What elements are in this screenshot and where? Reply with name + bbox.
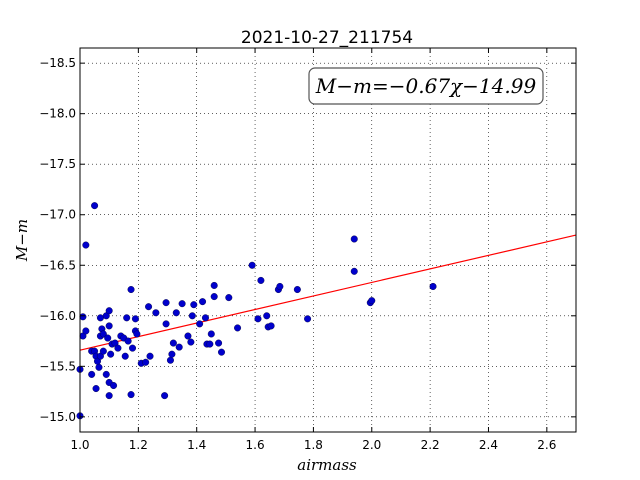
data-point: [104, 334, 112, 342]
x-tick-label: 1.0: [70, 438, 89, 452]
y-tick-label: −16.5: [39, 258, 76, 272]
data-point: [215, 339, 223, 347]
y-tick-label: −17.5: [39, 157, 76, 171]
data-point: [257, 276, 265, 284]
data-point: [105, 322, 113, 330]
chart-title: 2021-10-27_211754: [241, 28, 413, 48]
fit-line: [79, 234, 577, 351]
y-tick-label: −16.0: [39, 309, 76, 323]
data-point: [127, 391, 135, 399]
data-point: [169, 339, 177, 347]
data-point: [188, 312, 196, 320]
data-point: [123, 314, 131, 322]
data-point: [218, 348, 226, 356]
data-point: [201, 314, 209, 322]
data-point: [82, 327, 90, 335]
data-point: [142, 358, 150, 366]
data-point: [96, 314, 104, 322]
data-point: [172, 309, 180, 317]
data-point: [79, 313, 87, 321]
data-point: [293, 286, 301, 294]
x-axis-label: airmass: [297, 456, 357, 474]
annotation-text: M−m=−0.67χ−14.99: [315, 74, 537, 98]
data-point: [124, 337, 132, 345]
data-point: [105, 392, 113, 400]
fit-annotation: M−m=−0.67χ−14.99: [308, 67, 544, 105]
data-point: [88, 370, 96, 378]
y-tick-label: −18.0: [39, 107, 76, 121]
plot-frame: [79, 47, 577, 433]
y-axis-label: M−m: [13, 219, 31, 262]
data-point: [114, 344, 122, 352]
data-point: [210, 293, 218, 301]
data-point: [146, 352, 154, 360]
data-point: [102, 370, 110, 378]
data-point: [175, 343, 183, 351]
data-point: [95, 363, 103, 371]
data-point: [92, 385, 100, 393]
data-point: [82, 241, 90, 249]
data-point: [196, 320, 204, 328]
x-tick-label: 1.2: [129, 438, 148, 452]
data-point: [129, 344, 137, 352]
data-point: [99, 330, 107, 338]
data-point: [248, 261, 256, 269]
ticks: 1.0 1.2 1.4 1.6 1.8 2.0 2.2 2.4 2.6 −15.0 −15.5 −16…: [39, 48, 576, 452]
data-point: [234, 324, 242, 332]
grid: [79, 48, 576, 432]
x-tick-label: 1.6: [246, 438, 265, 452]
y-tick-label: −18.5: [39, 56, 76, 70]
data-point: [350, 235, 358, 243]
data-point: [99, 347, 107, 355]
data-points: [76, 202, 437, 420]
data-point: [210, 281, 218, 289]
data-point: [91, 202, 99, 210]
data-point: [162, 299, 170, 307]
annotation-box: [308, 67, 544, 105]
data-point: [133, 330, 141, 338]
data-point: [190, 301, 198, 309]
data-point: [162, 320, 170, 328]
data-point: [187, 338, 195, 346]
data-point: [225, 294, 233, 302]
data-point: [145, 303, 153, 311]
data-point: [254, 315, 262, 323]
y-tick-label: −15.0: [39, 410, 76, 424]
fit-layer: [79, 234, 577, 351]
data-point: [121, 352, 129, 360]
data-point: [166, 356, 174, 364]
data-point: [107, 350, 115, 358]
data-point: [207, 330, 215, 338]
data-point: [184, 332, 192, 340]
x-tick-label: 1.4: [187, 438, 206, 452]
data-point: [161, 392, 169, 400]
y-tick-label: −17.0: [39, 208, 76, 222]
data-point: [429, 282, 437, 290]
data-point: [127, 286, 135, 294]
data-point: [199, 298, 207, 306]
data-point: [168, 350, 176, 358]
x-tick-label: 1.8: [304, 438, 323, 452]
data-point: [263, 312, 271, 320]
data-point: [206, 340, 214, 348]
data-point: [178, 300, 186, 308]
data-point: [131, 315, 139, 323]
x-tick-label: 2.0: [362, 438, 381, 452]
x-tick-label: 2.4: [479, 438, 498, 452]
data-point: [350, 267, 358, 275]
x-tick-label: 2.2: [421, 438, 440, 452]
x-tick-label: 2.6: [537, 438, 556, 452]
data-point: [110, 382, 118, 390]
data-point: [368, 297, 376, 305]
y-tick-label: −15.5: [39, 359, 76, 373]
data-point: [304, 315, 312, 323]
data-point: [105, 307, 113, 315]
data-point: [152, 309, 160, 317]
data-point: [267, 322, 275, 330]
data-point: [276, 282, 284, 290]
